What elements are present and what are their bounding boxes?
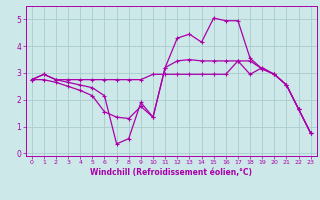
X-axis label: Windchill (Refroidissement éolien,°C): Windchill (Refroidissement éolien,°C) — [90, 168, 252, 177]
